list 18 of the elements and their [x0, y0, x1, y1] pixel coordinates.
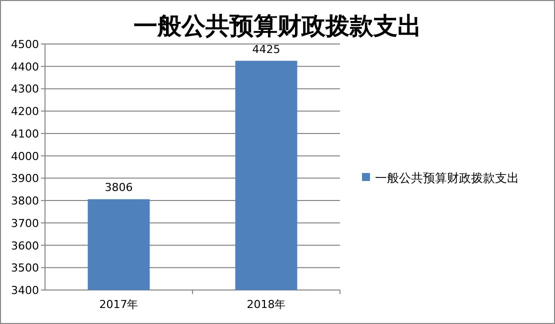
xtick: 2018年: [246, 298, 286, 311]
data-label: 4425: [252, 42, 280, 56]
title: 一般公共预算财政拨款支出: [134, 12, 422, 40]
ytick: 3500: [11, 262, 39, 275]
ytick: 4100: [11, 127, 39, 140]
ytick: 4200: [11, 105, 39, 118]
xtick: 2017年: [99, 298, 138, 311]
ytick: 4500: [11, 38, 39, 51]
ytick: 4300: [11, 82, 39, 96]
data-label: 3806: [104, 181, 133, 194]
ytick: 4000: [11, 150, 39, 163]
ytick: 3400: [11, 284, 39, 297]
ytick: 4400: [11, 60, 39, 74]
ytick: 3800: [11, 194, 39, 208]
ytick: 3600: [11, 239, 39, 252]
ytick: 3900: [11, 172, 39, 186]
ytick: 3700: [11, 216, 39, 230]
legend: 一般公共预算财政拨款支出: [362, 171, 519, 185]
